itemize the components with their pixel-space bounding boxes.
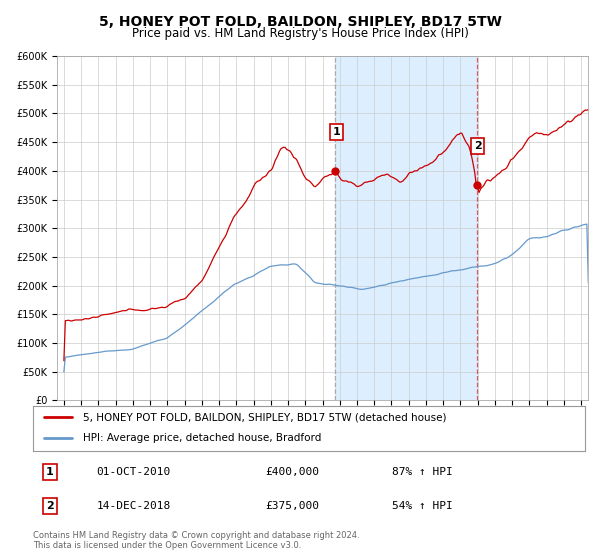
Text: 5, HONEY POT FOLD, BAILDON, SHIPLEY, BD17 5TW (detached house): 5, HONEY POT FOLD, BAILDON, SHIPLEY, BD1…	[83, 412, 446, 422]
Text: HPI: Average price, detached house, Bradford: HPI: Average price, detached house, Brad…	[83, 433, 321, 444]
Text: 01-OCT-2010: 01-OCT-2010	[97, 467, 171, 477]
Text: 2: 2	[474, 141, 482, 151]
Text: 2: 2	[46, 501, 53, 511]
Text: 5, HONEY POT FOLD, BAILDON, SHIPLEY, BD17 5TW: 5, HONEY POT FOLD, BAILDON, SHIPLEY, BD1…	[98, 15, 502, 29]
Text: 1: 1	[332, 127, 340, 137]
Text: Price paid vs. HM Land Registry's House Price Index (HPI): Price paid vs. HM Land Registry's House …	[131, 27, 469, 40]
Text: This data is licensed under the Open Government Licence v3.0.: This data is licensed under the Open Gov…	[33, 541, 301, 550]
Text: 87% ↑ HPI: 87% ↑ HPI	[392, 467, 452, 477]
Text: £400,000: £400,000	[265, 467, 319, 477]
Text: Contains HM Land Registry data © Crown copyright and database right 2024.: Contains HM Land Registry data © Crown c…	[33, 531, 359, 540]
Text: 1: 1	[46, 467, 53, 477]
Bar	[335, 56, 477, 400]
Text: 54% ↑ HPI: 54% ↑ HPI	[392, 501, 452, 511]
Text: 14-DEC-2018: 14-DEC-2018	[97, 501, 171, 511]
Text: £375,000: £375,000	[265, 501, 319, 511]
